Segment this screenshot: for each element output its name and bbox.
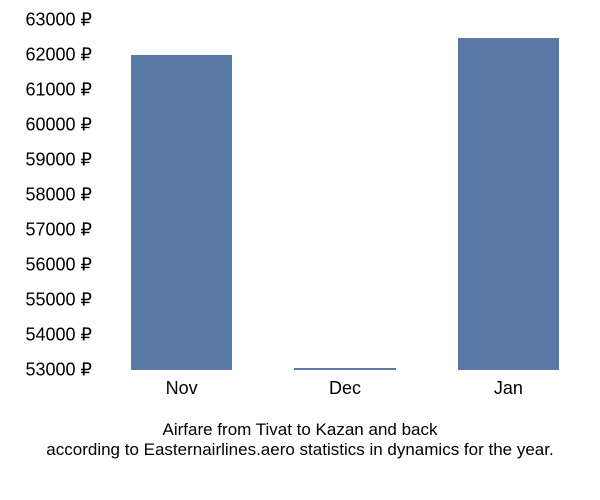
chart-caption: Airfare from Tivat to Kazan and back acc… [0,420,600,460]
caption-line-2: according to Easternairlines.aero statis… [0,440,600,460]
caption-line-1: Airfare from Tivat to Kazan and back [0,420,600,440]
y-tick-label: 62000 ₽ [25,45,100,66]
bar [131,55,232,370]
airfare-chart: 53000 ₽ 54000 ₽ 55000 ₽ 56000 ₽ 57000 ₽ 58000… [0,0,600,500]
y-tick-label: 60000 ₽ [25,115,100,136]
x-tick-label: Jan [494,370,523,399]
x-tick-label: Dec [329,370,361,399]
y-tick-label: 57000 ₽ [25,220,100,241]
y-tick-label: 58000 ₽ [25,185,100,206]
y-tick-label: 61000 ₽ [25,80,100,101]
x-tick-label: Nov [166,370,198,399]
bar [458,38,559,371]
y-tick-label: 63000 ₽ [25,10,100,31]
y-tick-label: 54000 ₽ [25,325,100,346]
y-tick-label: 53000 ₽ [25,360,100,381]
plot-area: 53000 ₽54000 ₽55000 ₽56000 ₽57000 ₽58000… [100,20,590,370]
y-tick-label: 56000 ₽ [25,255,100,276]
y-tick-label: 59000 ₽ [25,150,100,171]
y-tick-label: 55000 ₽ [25,290,100,311]
